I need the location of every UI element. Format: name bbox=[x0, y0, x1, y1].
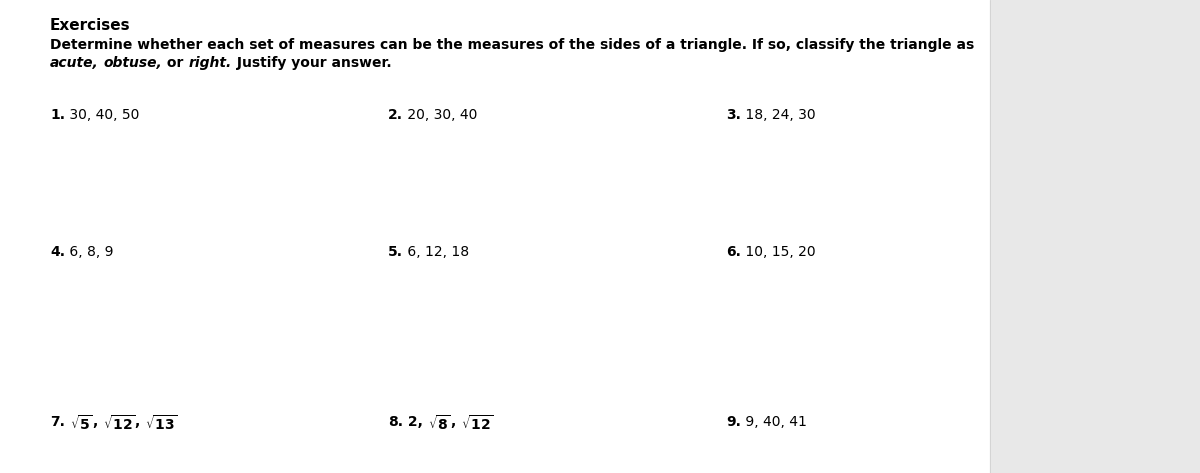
Text: 10, 15, 20: 10, 15, 20 bbox=[740, 245, 816, 259]
Text: 6.: 6. bbox=[726, 245, 740, 259]
Text: right.: right. bbox=[188, 56, 232, 70]
Text: 7.: 7. bbox=[50, 415, 65, 429]
Text: Exercises: Exercises bbox=[50, 18, 131, 33]
Text: 9, 40, 41: 9, 40, 41 bbox=[740, 415, 806, 429]
Text: Determine whether each set of measures can be the measures of the sides of a tri: Determine whether each set of measures c… bbox=[50, 38, 974, 52]
Text: 2.: 2. bbox=[388, 108, 403, 122]
Text: ,: , bbox=[92, 415, 103, 429]
Text: $\mathbf{\sqrt{8}}$: $\mathbf{\sqrt{8}}$ bbox=[427, 414, 451, 433]
Text: 6, 12, 18: 6, 12, 18 bbox=[403, 245, 469, 259]
Text: 3.: 3. bbox=[726, 108, 740, 122]
Text: 18, 24, 30: 18, 24, 30 bbox=[740, 108, 816, 122]
Text: obtuse,: obtuse, bbox=[103, 56, 162, 70]
Text: 6, 8, 9: 6, 8, 9 bbox=[65, 245, 114, 259]
Text: ,: , bbox=[136, 415, 145, 429]
Text: $\mathbf{\sqrt{13}}$: $\mathbf{\sqrt{13}}$ bbox=[145, 414, 178, 433]
Text: acute,: acute, bbox=[50, 56, 98, 70]
Text: $\mathbf{\sqrt{5}}$: $\mathbf{\sqrt{5}}$ bbox=[70, 414, 92, 433]
Text: 30, 40, 50: 30, 40, 50 bbox=[65, 108, 139, 122]
Text: 5.: 5. bbox=[388, 245, 403, 259]
Text: 1.: 1. bbox=[50, 108, 65, 122]
Text: 9.: 9. bbox=[726, 415, 740, 429]
Text: 8.: 8. bbox=[388, 415, 403, 429]
Text: $\mathbf{\sqrt{12}}$: $\mathbf{\sqrt{12}}$ bbox=[461, 414, 493, 433]
Text: or: or bbox=[162, 56, 188, 70]
Text: $\mathbf{\sqrt{12}}$: $\mathbf{\sqrt{12}}$ bbox=[103, 414, 136, 433]
Text: Justify your answer.: Justify your answer. bbox=[232, 56, 391, 70]
Text: ,: , bbox=[451, 415, 461, 429]
Text: 2,: 2, bbox=[403, 415, 427, 429]
Text: 4.: 4. bbox=[50, 245, 65, 259]
Text: 20, 30, 40: 20, 30, 40 bbox=[403, 108, 478, 122]
